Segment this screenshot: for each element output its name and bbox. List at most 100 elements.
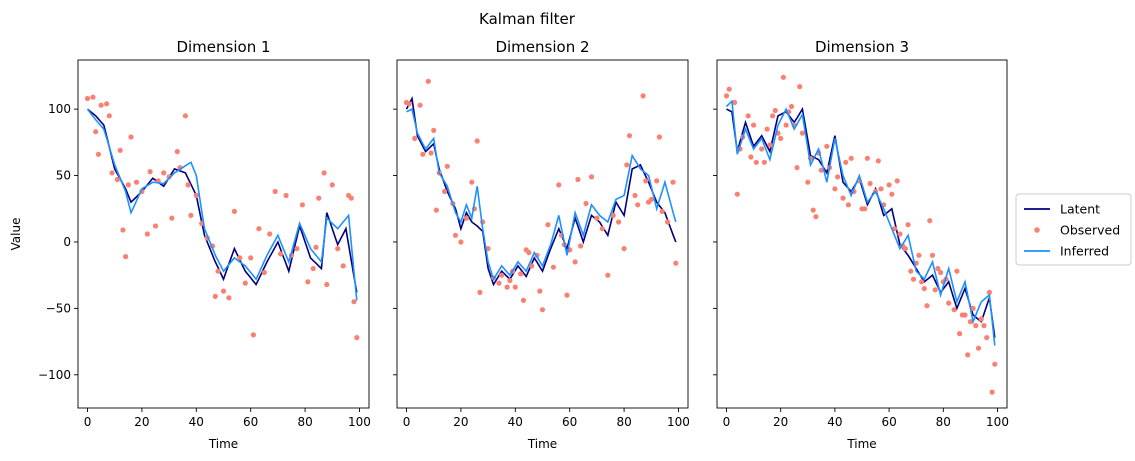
- legend: Latent Observed Inferred: [1015, 193, 1132, 266]
- x-tick-label: 40: [508, 415, 523, 429]
- observed-point: [783, 122, 789, 128]
- observed-point: [261, 269, 267, 276]
- observed-point: [799, 130, 806, 136]
- observed-point: [469, 179, 475, 185]
- observed-point: [256, 226, 262, 232]
- observed-point: [444, 163, 450, 169]
- observed-point: [496, 280, 502, 286]
- observed-point: [417, 102, 423, 108]
- observed-point: [575, 176, 581, 183]
- observed-point: [897, 231, 903, 237]
- observed-point: [981, 323, 987, 329]
- observed-point: [916, 252, 922, 258]
- x-tick-label: 40: [189, 415, 204, 429]
- observed-point: [794, 165, 800, 171]
- observed-point: [984, 335, 990, 341]
- observed-point: [780, 74, 787, 80]
- observed-point: [908, 268, 914, 274]
- legend-box: [1015, 193, 1132, 266]
- observed-point: [832, 186, 838, 192]
- observed-point: [114, 176, 120, 183]
- observed-point: [818, 167, 824, 173]
- observed-point: [537, 288, 543, 294]
- axes-frame: [716, 59, 1008, 409]
- observed-point: [659, 208, 665, 214]
- observed-point: [215, 268, 221, 274]
- observed-point: [902, 246, 909, 252]
- panel-title: Dimension 3: [815, 38, 909, 56]
- legend-swatch: [1034, 227, 1040, 233]
- observed-point: [518, 271, 524, 277]
- observed-point: [723, 93, 730, 99]
- x-tick-label: 60: [562, 415, 577, 429]
- observed-point: [267, 231, 273, 237]
- x-tick-label: 20: [134, 415, 149, 429]
- x-tick-label: 60: [243, 415, 258, 429]
- observed-point: [428, 150, 434, 156]
- observed-point: [220, 288, 227, 294]
- x-tick-label: 100: [986, 415, 1009, 429]
- x-tick-label: 40: [827, 415, 842, 429]
- observed-point: [161, 170, 167, 176]
- observed-point: [283, 192, 289, 199]
- series-inferred-line: [725, 99, 996, 346]
- observed-point: [147, 169, 153, 175]
- observed-point: [938, 269, 944, 276]
- observed-point: [504, 284, 510, 290]
- observed-point: [978, 316, 984, 322]
- observed-point: [894, 178, 900, 184]
- observed-point: [463, 215, 469, 221]
- y-tick-label: 0: [63, 235, 71, 249]
- x-axis-label: Time: [527, 437, 557, 451]
- observed-point: [840, 195, 846, 201]
- observed-point: [499, 272, 505, 278]
- observed-point: [767, 142, 773, 148]
- x-tick-label: 20: [453, 415, 468, 429]
- x-tick-label: 100: [667, 415, 690, 429]
- observed-point: [106, 113, 112, 119]
- observed-point: [599, 226, 605, 232]
- observed-point: [188, 212, 194, 218]
- series-latent-line: [86, 108, 358, 293]
- x-tick-label: 60: [881, 415, 896, 429]
- observed-point: [772, 107, 778, 114]
- series-latent-line: [726, 106, 996, 338]
- observed-point: [348, 195, 354, 201]
- observed-point: [226, 295, 232, 301]
- observed-point: [420, 151, 426, 157]
- observed-point: [957, 331, 963, 337]
- observed-point: [932, 287, 938, 293]
- observed-point: [433, 207, 439, 213]
- series-inferred-line: [86, 108, 358, 301]
- observed-point: [95, 151, 101, 157]
- observed-point: [764, 126, 770, 132]
- observed-point: [272, 188, 278, 195]
- observed-point: [810, 207, 816, 213]
- observed-point: [621, 246, 627, 252]
- observed-point: [128, 134, 134, 140]
- observed-point: [144, 231, 150, 237]
- observed-point: [458, 239, 464, 245]
- observed-point: [123, 254, 129, 260]
- x-axis-label: Time: [846, 437, 876, 451]
- observed-point: [133, 179, 140, 185]
- observed-point: [665, 219, 671, 225]
- observed-point: [610, 212, 616, 218]
- panel-title: Dimension 1: [176, 38, 270, 56]
- observed-point: [788, 103, 795, 110]
- observed-point: [973, 323, 979, 329]
- y-tick-label: −50: [46, 301, 71, 315]
- observed-point: [886, 182, 892, 188]
- observed-point: [670, 179, 676, 185]
- observed-point: [761, 159, 768, 165]
- x-tick-label: 80: [616, 415, 631, 429]
- observed-point: [166, 174, 172, 180]
- axes-frame: [77, 59, 370, 409]
- observed-point: [242, 280, 248, 286]
- panel-dimension-2: Dimension 2 Time 0 20 40 60 80 100: [393, 38, 690, 451]
- observed-point: [572, 259, 578, 265]
- x-tick-label: 20: [773, 415, 788, 429]
- observed-point: [845, 202, 852, 208]
- observed-point: [520, 297, 527, 303]
- axes-frame: [396, 59, 689, 409]
